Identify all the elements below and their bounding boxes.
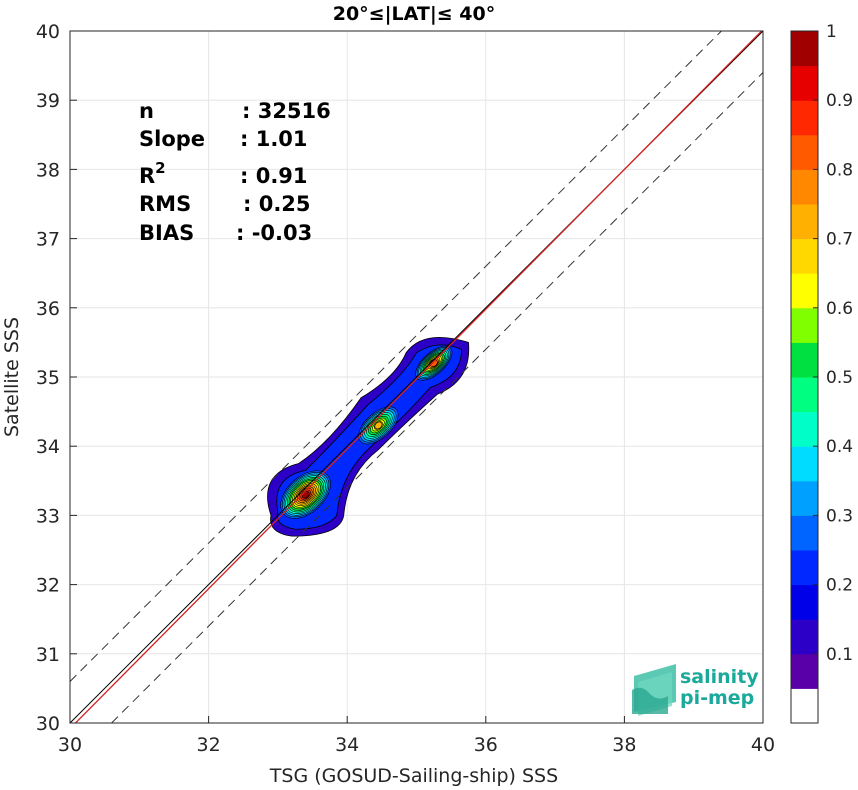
colorbar-segment xyxy=(791,273,818,309)
reference-lines xyxy=(70,31,763,723)
salinity-pi-mep-logo: salinity pi-mep xyxy=(632,664,759,716)
logo-line-1: salinity xyxy=(680,666,759,688)
colorbar-tick-label: 1 xyxy=(826,22,837,42)
logo-line-2: pi-mep xyxy=(680,687,754,709)
y-tick-label: 35 xyxy=(36,367,60,389)
stat-value: : 1.01 xyxy=(240,127,308,151)
colorbar-segment xyxy=(791,377,818,413)
colorbar-segment xyxy=(791,411,818,447)
colorbar-tick-label: 0.6 xyxy=(826,299,853,319)
y-tick-label: 32 xyxy=(36,575,60,597)
stat-label: BIAS xyxy=(139,221,194,245)
salinity-wave-icon xyxy=(632,664,676,716)
colorbar-tick-label: 0.3 xyxy=(826,506,853,526)
x-tick-label: 30 xyxy=(58,734,82,756)
density-contours xyxy=(267,337,470,537)
upper-envelope-line xyxy=(70,31,722,682)
stat-label: Slope xyxy=(139,127,205,151)
colorbar-tick-label: 0.1 xyxy=(826,645,853,665)
y-axis-label: Satellite SSS xyxy=(1,317,23,437)
colorbar-tick-label: 0.7 xyxy=(826,230,853,250)
stat-value: : -0.03 xyxy=(236,221,312,245)
grid xyxy=(69,30,764,724)
lower-envelope-line xyxy=(111,72,763,723)
x-tick-label: 40 xyxy=(751,734,775,756)
y-tick-label: 34 xyxy=(36,436,60,458)
colorbar-segment xyxy=(791,31,818,67)
colorbar-segment xyxy=(791,480,818,516)
colorbar-segment xyxy=(791,653,818,689)
colorbar-segment xyxy=(791,307,818,343)
colorbar-tick-label: 0.8 xyxy=(826,160,853,180)
y-tick-label: 31 xyxy=(36,644,60,666)
y-tick-label: 33 xyxy=(36,505,60,527)
y-tick-label: 38 xyxy=(36,159,60,181)
colorbar-segment xyxy=(791,515,818,551)
colorbar-segment xyxy=(791,134,818,170)
x-axis-label: TSG (GOSUD-Sailing-ship) SSS xyxy=(269,765,558,787)
colorbar-segment xyxy=(791,342,818,378)
y-tick-label: 36 xyxy=(36,298,60,320)
stat-value: : 0.25 xyxy=(243,192,311,216)
contour-level-1-14 xyxy=(374,421,383,430)
colorbar-tick-label: 0.4 xyxy=(826,437,853,457)
colorbar-segment xyxy=(791,100,818,136)
y-tick-label: 40 xyxy=(36,21,60,43)
stat-label: n xyxy=(139,99,154,123)
stat-value: : 32516 xyxy=(242,99,331,123)
colorbar-segment xyxy=(791,550,818,586)
colorbar-segment xyxy=(791,204,818,240)
colorbar-tick-label: 0.5 xyxy=(826,368,853,388)
colorbar-segment xyxy=(791,584,818,620)
chart-title: 20°≤|LAT|≤ 40° xyxy=(333,3,496,25)
stat-label: RMS xyxy=(139,192,191,216)
colorbar-segment xyxy=(791,446,818,482)
y-tick-label: 37 xyxy=(36,229,60,251)
colorbar-tick-label: 0.9 xyxy=(826,91,853,111)
colorbar-segment xyxy=(791,238,818,274)
x-ticks: 30 32 34 36 38 40 xyxy=(58,716,775,756)
stat-value: : 0.91 xyxy=(240,164,308,188)
colorbar-segment xyxy=(791,169,818,205)
x-tick-label: 38 xyxy=(612,734,636,756)
colorbar-tick-label: 0.2 xyxy=(826,576,853,596)
colorbar-segment xyxy=(791,619,818,655)
fit-line xyxy=(74,31,763,723)
stat-superscript: 2 xyxy=(155,159,165,177)
x-tick-label: 36 xyxy=(474,734,498,756)
x-tick-label: 32 xyxy=(197,734,221,756)
y-tick-label: 30 xyxy=(36,713,60,735)
x-tick-label: 34 xyxy=(335,734,359,756)
colorbar-segment xyxy=(791,65,818,101)
colorbar-segment xyxy=(791,688,818,724)
colorbar: 0.1 0.2 0.3 0.4 0.5 0.6 0.7 0.8 0.9 1 xyxy=(790,22,853,724)
y-tick-label: 39 xyxy=(36,90,60,112)
y-ticks: 30 31 32 33 34 35 36 37 38 39 40 xyxy=(36,21,77,735)
